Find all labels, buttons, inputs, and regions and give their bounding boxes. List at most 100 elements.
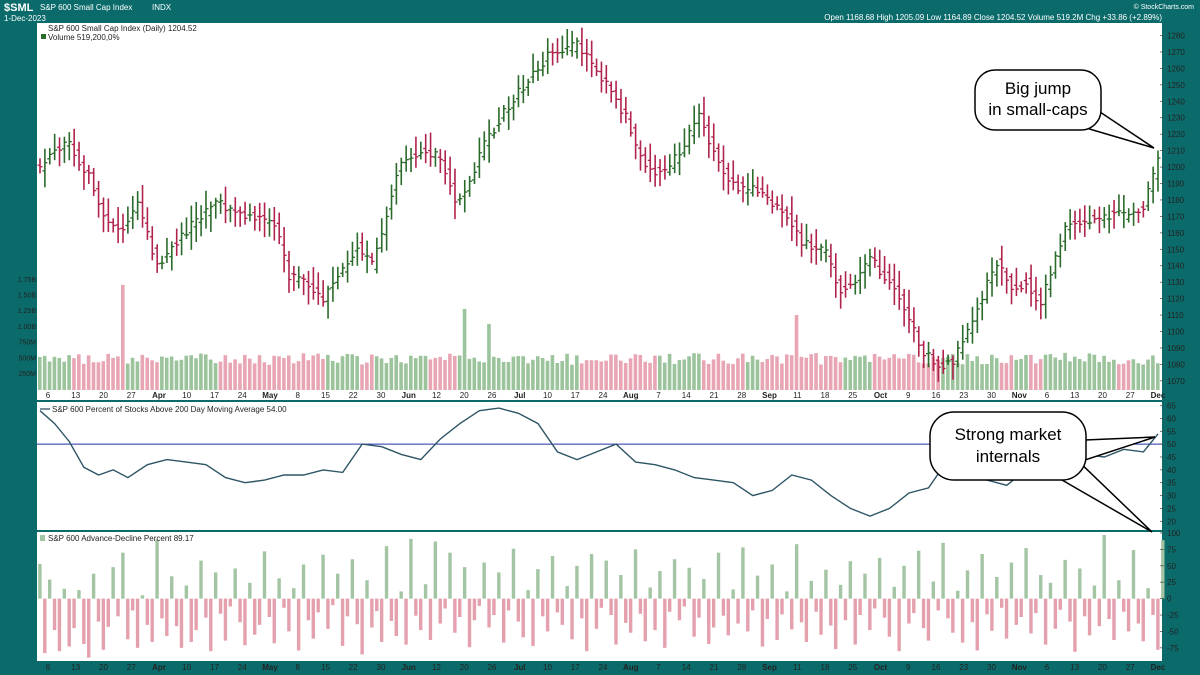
ad-bar: [804, 598, 809, 642]
ad-bar: [287, 598, 291, 632]
volume-bar: [887, 357, 892, 390]
ad-bar: [648, 587, 652, 599]
volume-bar: [389, 357, 394, 390]
volume-bar: [638, 354, 643, 390]
ad-bar: [472, 598, 477, 621]
price-tick-label: 1170: [1167, 212, 1185, 221]
ad-bar: [87, 598, 91, 658]
volume-bar: [960, 364, 965, 390]
callout-big-jump-line1: Big jump: [1005, 79, 1071, 98]
ad-bar: [560, 598, 564, 625]
ad-bar: [829, 598, 833, 626]
ad-bar: [638, 598, 643, 614]
ad-bar: [145, 598, 150, 625]
volume-bar: [814, 353, 818, 390]
ad-bar: [62, 588, 67, 599]
x-tick-label: 14: [682, 663, 691, 672]
volume-bar: [599, 361, 604, 390]
ad-tick-label: 50: [1167, 562, 1176, 571]
ad-bar: [492, 598, 496, 616]
x-tick-label: 7: [656, 391, 661, 400]
callout-big-jump: Big jump in small-caps: [974, 69, 1155, 149]
ad-panel-title: S&P 600 Advance-Decline Percent 89.17: [48, 534, 194, 543]
volume-bar: [140, 354, 145, 390]
ad-bar: [892, 586, 896, 599]
x-tick-label: 10: [543, 391, 552, 400]
volume-bar: [306, 360, 311, 390]
ad-bar: [687, 567, 691, 599]
ad-bar: [711, 598, 716, 628]
ad-bar: [321, 554, 325, 599]
ad-legend-swatch: [40, 535, 45, 541]
ad-x-axis: 6 13 20 27 Apr 10 17 24 May 8 15 22 30 Jun 12 20 26 Jul 10…: [46, 663, 1166, 672]
volume-bar: [1014, 359, 1019, 390]
volume-legend-label: Volume 519,200,0%: [48, 33, 120, 42]
volume-bar: [755, 359, 760, 390]
volume-bar: [369, 354, 374, 390]
volume-bar: [540, 358, 545, 390]
volume-bar: [487, 324, 491, 390]
ad-bar: [82, 598, 86, 644]
ad-bar: [170, 576, 174, 599]
ad-bar: [702, 578, 706, 599]
ad-bar: [677, 598, 682, 621]
ad-bar: [135, 598, 140, 648]
ad-bar: [165, 598, 169, 637]
symbol-label: $SML: [4, 2, 34, 14]
ad-bar: [111, 567, 115, 599]
x-tick-label: Aug: [623, 663, 639, 672]
ad-bar: [379, 598, 384, 642]
x-tick-label: Nov: [1012, 663, 1028, 672]
x-tick-label: Dec: [1151, 391, 1166, 400]
ad-bar: [824, 569, 828, 599]
ad-bar: [96, 598, 101, 622]
volume-bar: [555, 363, 560, 390]
price-panel-title: S&P 600 Small Cap Index (Daily) 1204.52: [48, 24, 197, 33]
x-tick-label: 22: [349, 391, 358, 400]
volume-bar: [1024, 355, 1028, 390]
x-tick-label: May: [262, 663, 278, 672]
volume-bar: [765, 359, 770, 390]
ad-tick-label: -50: [1167, 627, 1179, 636]
x-tick-label: 24: [599, 663, 608, 672]
volume-bar: [111, 357, 115, 390]
volume-bar: [623, 363, 628, 390]
x-tick-label: 25: [848, 391, 857, 400]
watermark-label: © StockCharts.com: [1134, 3, 1195, 11]
volume-bar: [296, 361, 301, 390]
price-tick-label: 1100: [1167, 328, 1185, 337]
callout-strong-internals-line2: internals: [976, 447, 1040, 466]
volume-bar: [116, 356, 120, 390]
x-tick-label: 16: [932, 391, 941, 400]
price-tick-label: 1250: [1167, 81, 1185, 90]
volume-bar: [67, 355, 71, 390]
ad-bar: [814, 598, 818, 612]
volume-bar: [282, 358, 286, 390]
ad-bar: [1102, 534, 1106, 599]
ad-bar: [336, 573, 340, 599]
price-bars: [37, 27, 1161, 382]
ad-bar: [838, 584, 843, 599]
volume-bar: [916, 362, 921, 390]
exchange-label: INDX: [152, 3, 172, 12]
x-tick-label: 15: [321, 391, 330, 400]
x-tick-label: 30: [377, 663, 386, 672]
x-tick-label: Apr: [152, 663, 166, 672]
volume-bar: [1126, 360, 1131, 390]
ad-bar: [282, 598, 286, 608]
volume-bar: [999, 362, 1004, 390]
ad-bar: [511, 548, 516, 599]
volume-bar: [492, 356, 496, 390]
x-tick-label: 24: [238, 391, 247, 400]
volume-tick-label: 1.50B: [18, 293, 37, 300]
volume-bar: [311, 355, 315, 390]
volume-bar: [897, 358, 901, 390]
ad-bar: [663, 598, 667, 648]
volume-bar: [911, 354, 916, 390]
volume-bar: [1058, 359, 1062, 390]
callout-strong-internals-line1: Strong market: [955, 425, 1062, 444]
volume-bar: [413, 358, 418, 390]
price-axis: 1070 1080 1090 1100 1110 1120 1130 1140 1150 1160…: [1160, 32, 1185, 386]
ad-bar: [565, 586, 569, 599]
ad-bar: [467, 598, 472, 648]
